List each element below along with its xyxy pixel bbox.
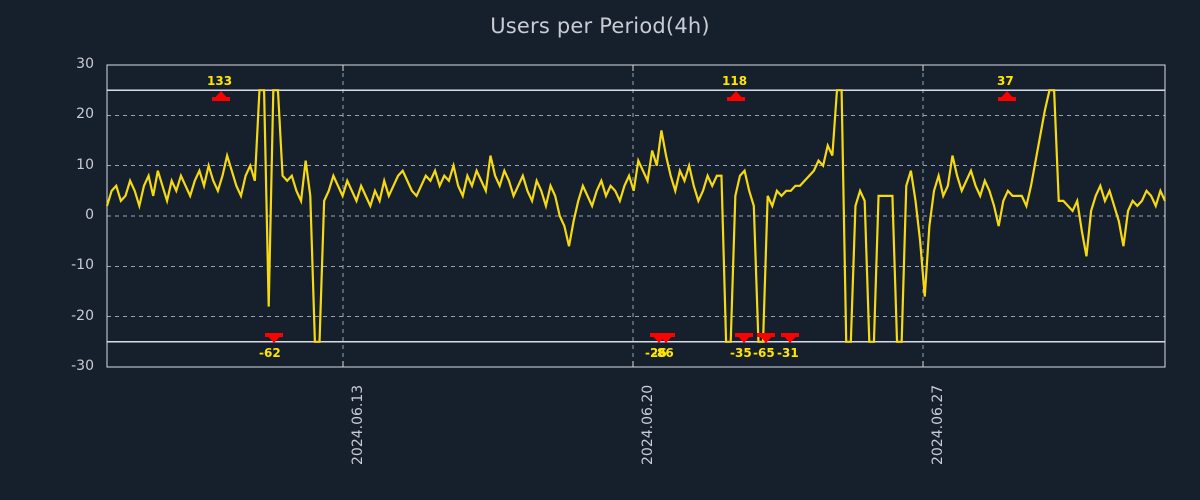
annotation-value-label: -86 — [652, 346, 674, 360]
extreme-value-marker-base — [727, 97, 745, 101]
series-line-users-per-period — [105, 89, 1166, 343]
y-axis-tick-label: -30 — [71, 358, 94, 374]
extreme-value-marker-base — [757, 333, 775, 337]
gridlines — [107, 65, 1165, 367]
y-axis-tick-label: 0 — [85, 207, 94, 223]
y-axis-tick-label: 20 — [76, 106, 94, 123]
y-axis-tick-label: 10 — [76, 156, 94, 173]
annotation-value-label: 118 — [722, 74, 748, 88]
data-series-line — [105, 89, 1166, 343]
y-axis-tick-label: -10 — [71, 257, 94, 274]
extreme-value-marker-base — [265, 333, 283, 337]
x-axis-tick-label: 2024.06.27 — [930, 384, 946, 465]
chart-title: Users per Period(4h) — [490, 14, 710, 38]
extreme-value-marker-base — [781, 333, 799, 337]
clip-threshold-lines — [107, 89, 1165, 343]
plot-axes — [106, 64, 1166, 368]
extreme-value-marker-base — [212, 97, 230, 101]
annotation-value-label: -65 — [753, 346, 775, 360]
annotation-value-label: -62 — [259, 346, 281, 360]
annotation-value-label: -26 — [645, 346, 667, 360]
plot-frame — [106, 64, 1166, 368]
annotation-value-label: 37 — [997, 74, 1014, 88]
extreme-value-marker-base — [998, 97, 1016, 101]
extreme-value-marker-base — [657, 333, 675, 337]
extreme-value-marker-base — [735, 333, 753, 337]
annotation-value-label: -31 — [777, 346, 799, 360]
annotation-value-label: -35 — [730, 346, 752, 360]
annotation-markers — [212, 91, 1016, 343]
x-axis-tick-label: 2024.06.13 — [350, 384, 366, 465]
x-axis-tick-label: 2024.06.20 — [640, 384, 656, 465]
y-axis-tick-label: -20 — [71, 307, 94, 324]
annotation-value-label: 133 — [207, 74, 233, 88]
y-axis-tick-label: 30 — [76, 56, 94, 72]
